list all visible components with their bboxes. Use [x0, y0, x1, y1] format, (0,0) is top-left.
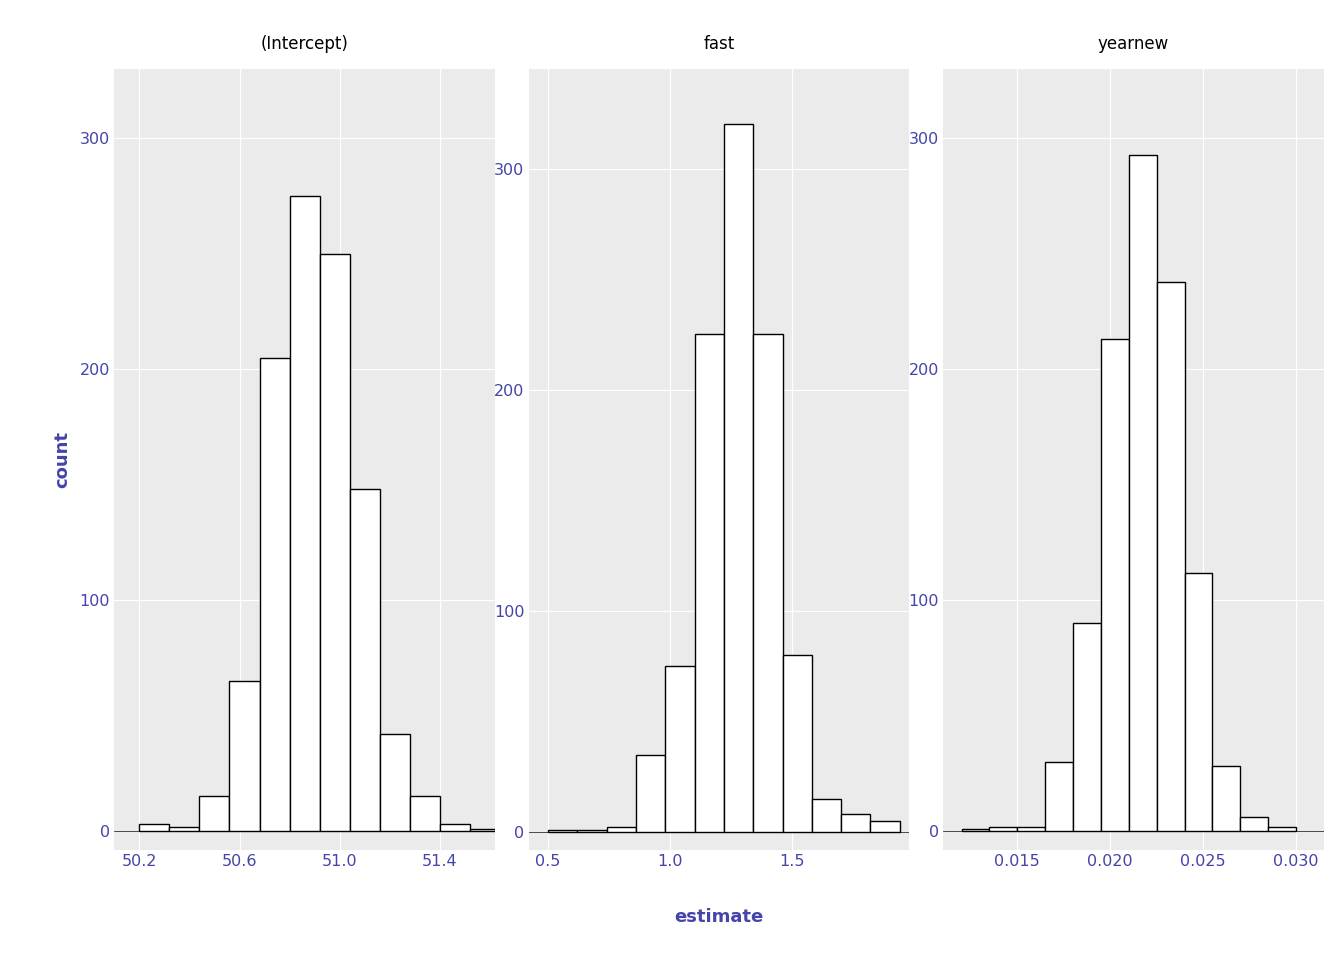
Bar [1157, 281, 1184, 831]
Bar [724, 125, 753, 832]
Bar [636, 755, 665, 832]
Bar [606, 828, 636, 832]
Bar [169, 827, 199, 831]
Bar [1046, 762, 1073, 831]
Bar [1101, 339, 1129, 831]
Bar [439, 825, 470, 831]
Bar [140, 825, 169, 831]
Bar [695, 334, 724, 832]
Bar [320, 253, 349, 831]
Bar [753, 334, 782, 832]
Bar [578, 829, 606, 832]
Bar [1241, 817, 1269, 831]
Bar [548, 829, 578, 832]
Bar [199, 797, 230, 831]
Text: estimate: estimate [675, 908, 763, 925]
Bar [812, 799, 841, 832]
Bar [1073, 623, 1101, 831]
Bar [289, 196, 320, 831]
Bar [470, 828, 500, 831]
Text: fast: fast [703, 36, 735, 53]
Bar [1184, 572, 1212, 831]
Bar [841, 814, 871, 832]
Text: (Intercept): (Intercept) [261, 36, 348, 53]
Bar [259, 358, 289, 831]
Bar [665, 666, 695, 832]
Bar [989, 827, 1017, 831]
Bar [871, 821, 899, 832]
Y-axis label: count: count [54, 431, 71, 488]
Text: yearnew: yearnew [1098, 36, 1169, 53]
Bar [410, 797, 439, 831]
Bar [1017, 827, 1046, 831]
Bar [1129, 155, 1157, 831]
Bar [230, 681, 259, 831]
Bar [349, 490, 380, 831]
Bar [380, 734, 410, 831]
Bar [1212, 766, 1241, 831]
Bar [1269, 827, 1296, 831]
Bar [782, 655, 812, 832]
Bar [961, 828, 989, 831]
